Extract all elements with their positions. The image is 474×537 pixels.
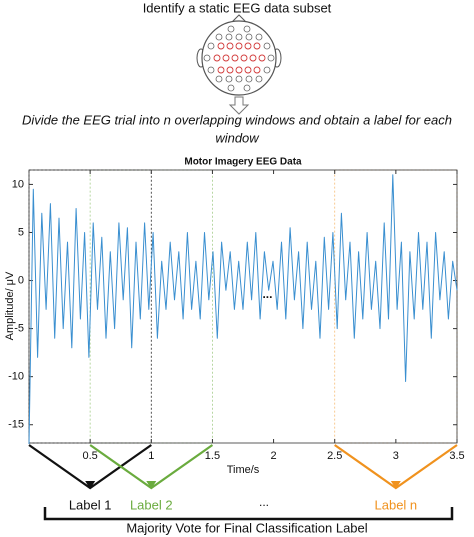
y-tick-label: 0 — [18, 274, 24, 286]
step2-text: window — [215, 130, 260, 145]
x-tick-label: 3 — [393, 450, 399, 462]
window-label: Label n — [375, 497, 418, 512]
y-axis-label: Amplitude/ μV — [4, 271, 16, 340]
x-tick-label: 0.5 — [82, 450, 97, 462]
chart-title: Motor Imagery EEG Data — [184, 157, 302, 168]
eeg-line — [28, 174, 458, 445]
axes-frame — [28, 169, 458, 444]
annotation: ... — [262, 287, 272, 301]
arrow-head — [85, 481, 96, 489]
eeg-head-diagram — [196, 14, 282, 96]
x-tick-label: 2 — [271, 450, 277, 462]
x-tick-label: 2.5 — [327, 450, 342, 462]
y-tick-label: 5 — [18, 226, 24, 238]
down-arrow — [228, 96, 250, 115]
x-axis-label: Time/s — [227, 464, 260, 476]
window-label: Label 1 — [69, 497, 112, 512]
y-tick-label: -5 — [14, 323, 24, 335]
step2-text: Divide the EEG trial into n overlapping … — [22, 112, 452, 127]
y-tick-label: -10 — [8, 371, 24, 383]
x-tick-label: 1 — [148, 450, 154, 462]
x-tick-label: 1.5 — [205, 450, 220, 462]
step1-text: Identify a static EEG data subset — [143, 0, 332, 15]
conclusion-text: Majority Vote for Final Classification L… — [126, 520, 367, 535]
y-tick-label: 10 — [12, 178, 24, 190]
arrow-head — [390, 481, 401, 489]
bracket — [43, 507, 454, 521]
x-tick-label: 3.5 — [449, 450, 464, 462]
plot-area: -15 -10 -5 0 5 10 0.5 1 1.5 2 2.5 3 3.5... — [8, 169, 465, 462]
window-box — [89, 169, 213, 444]
window-label: Label 2 — [130, 497, 173, 512]
arrow-head — [146, 481, 157, 489]
ellipsis: ... — [259, 495, 269, 509]
y-tick-label: -15 — [8, 419, 24, 431]
